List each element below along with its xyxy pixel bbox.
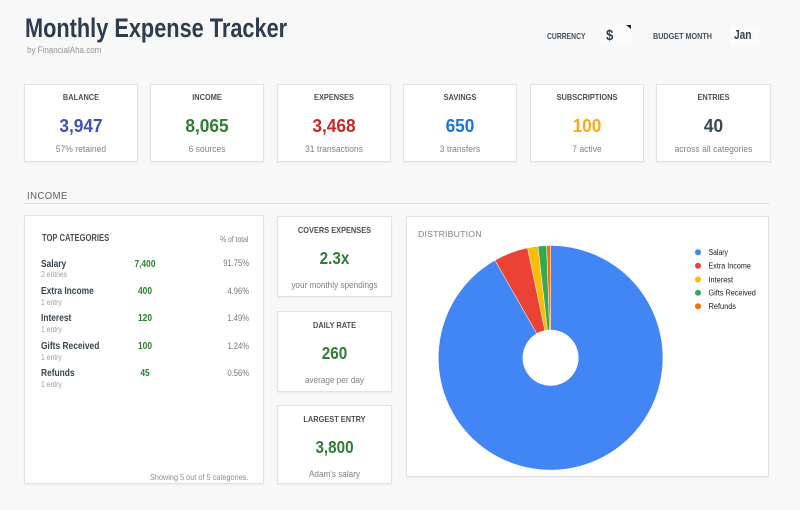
svg-text:Refunds: Refunds — [709, 302, 737, 311]
svg-text:Salary: Salary — [709, 248, 729, 257]
svg-text:Extra Income: Extra Income — [709, 262, 752, 271]
svg-text:Interest: Interest — [709, 275, 734, 284]
svg-text:Gifts Received: Gifts Received — [709, 289, 756, 298]
